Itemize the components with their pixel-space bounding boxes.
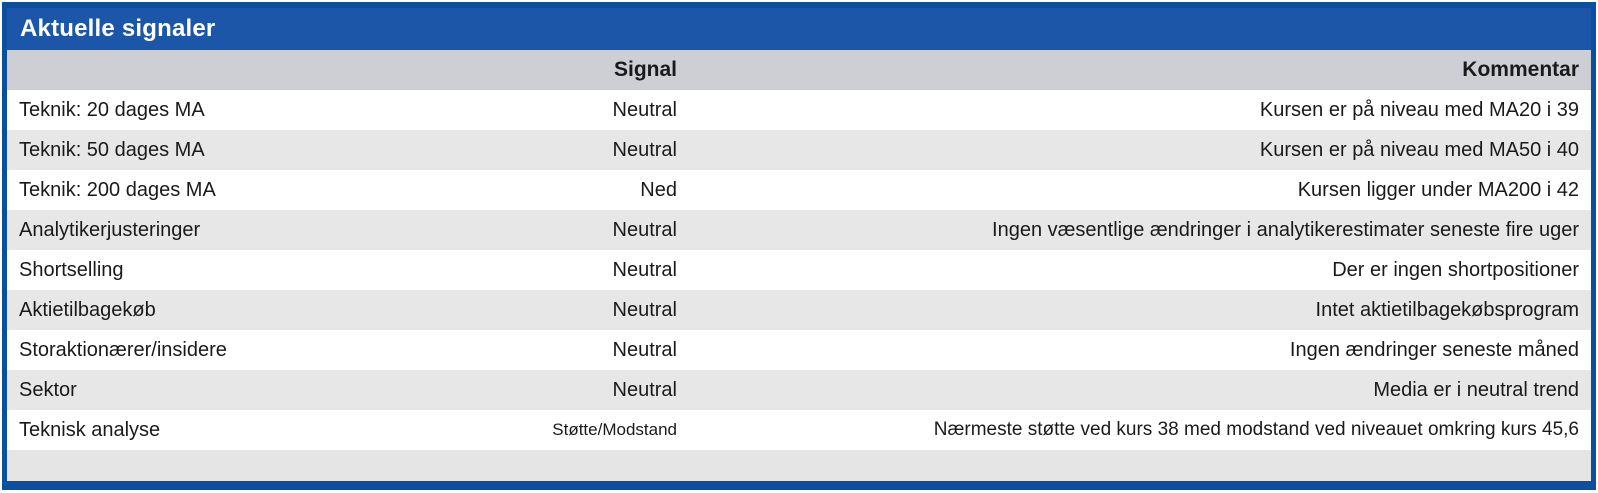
row-comment-cell: Kursen er på niveau med MA50 i 40 — [683, 130, 1591, 170]
row-comment-cell: Der er ingen shortpositioner — [1332, 258, 1579, 281]
row-signal-cell: Neutral — [435, 290, 683, 330]
table-row: Storaktionærer/insidere Neutral Ingen æn… — [7, 330, 1591, 370]
row-label-cell: Teknik: 200 dages MA — [19, 178, 216, 201]
row-label-cell: Sektor — [7, 370, 435, 410]
row-label-cell: Teknik: 50 dages MA — [7, 130, 435, 170]
row-signal-cell: Neutral — [435, 370, 683, 410]
row-label-cell: Shortselling — [19, 258, 124, 281]
row-comment-cell: Kursen er på niveau med MA20 i 39 — [1259, 98, 1579, 121]
row-label-cell: Storaktionærer/insidere — [19, 338, 227, 361]
footer-strip — [7, 450, 1591, 481]
table-row: Teknisk analyse Støtte/Modstand Nærmeste… — [7, 410, 1591, 450]
panel-title: Aktuelle signaler — [7, 8, 1591, 50]
row-label-cell: Teknik: 20 dages MA — [19, 98, 205, 121]
row-signal-cell: Neutral — [435, 130, 683, 170]
row-signal-cell: Neutral — [612, 98, 677, 121]
table-row: Analytikerjusteringer Neutral Ingen væse… — [7, 210, 1591, 250]
row-signal-cell: Neutral — [612, 338, 677, 361]
row-label-cell: Analytikerjusteringer — [7, 210, 435, 250]
table-row: Sektor Neutral Media er i neutral trend — [7, 370, 1591, 410]
table-row: Teknik: 50 dages MA Neutral Kursen er på… — [7, 130, 1591, 170]
row-comment-cell: Intet aktietilbagekøbsprogram — [683, 290, 1591, 330]
table-row: Aktietilbagekøb Neutral Intet aktietilba… — [7, 290, 1591, 330]
row-signal-cell: Neutral — [435, 210, 683, 250]
signals-table: Signal Kommentar Teknik: 20 dages MA Neu… — [7, 50, 1591, 450]
column-header-signal: Signal — [435, 50, 683, 90]
table-header-row: Signal Kommentar — [7, 50, 1591, 90]
row-comment-cell: Kursen ligger under MA200 i 42 — [1297, 178, 1579, 201]
row-comment-cell: Nærmeste støtte ved kurs 38 med modstand… — [933, 419, 1579, 440]
row-signal-cell: Neutral — [612, 258, 677, 281]
row-comment-cell: Media er i neutral trend — [683, 370, 1591, 410]
row-label-cell: Aktietilbagekøb — [7, 290, 435, 330]
row-signal-cell: Ned — [640, 178, 677, 201]
table-row: Teknik: 20 dages MA Neutral Kursen er på… — [7, 90, 1591, 130]
row-label-cell: Teknisk analyse — [19, 418, 161, 441]
row-comment-cell: Ingen væsentlige ændringer i analytikere… — [683, 210, 1591, 250]
row-comment-cell: Ingen ændringer seneste måned — [1289, 338, 1579, 361]
row-signal-cell: Støtte/Modstand — [552, 420, 677, 439]
column-header-comment: Kommentar — [683, 50, 1591, 90]
table-row: Shortselling Neutral Der er ingen shortp… — [7, 250, 1591, 290]
table-row: Teknik: 200 dages MA Ned Kursen ligger u… — [7, 170, 1591, 210]
column-header-label — [7, 50, 435, 90]
